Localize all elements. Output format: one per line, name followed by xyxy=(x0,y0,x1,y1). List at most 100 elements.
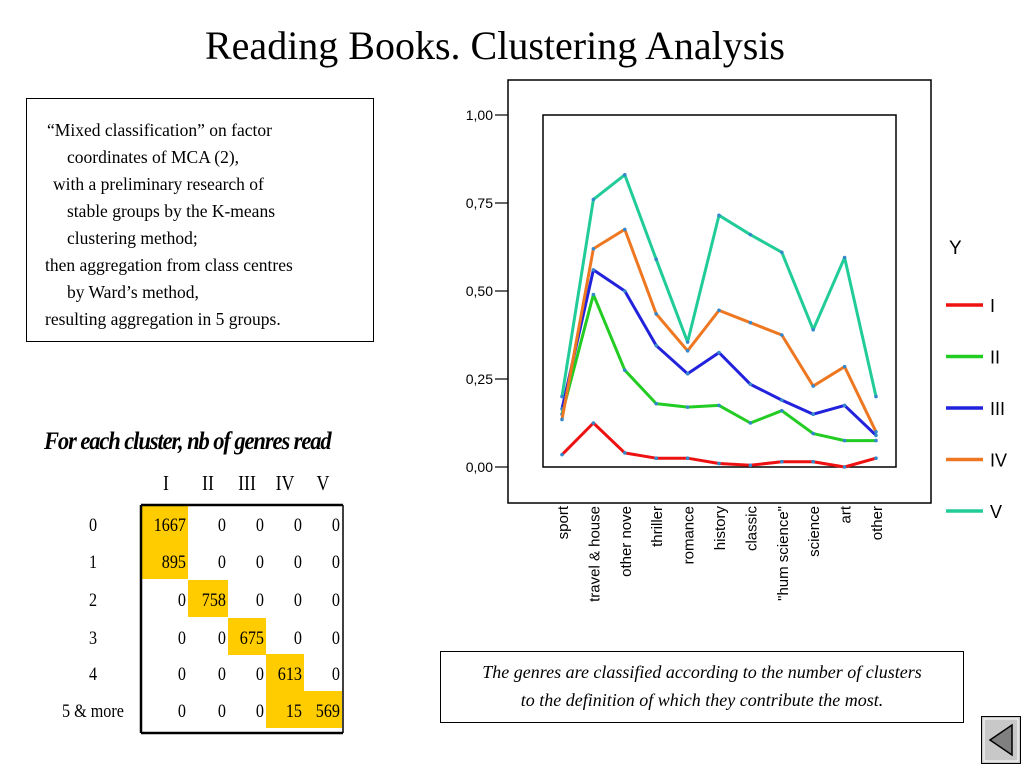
data-point xyxy=(842,255,847,260)
method-line: “Mixed classification” on factor xyxy=(47,120,272,140)
y-tick-label: 1,00 xyxy=(466,107,493,123)
y-tick-label: 0,75 xyxy=(466,195,493,211)
data-point xyxy=(623,289,627,293)
table-cell: 0 xyxy=(294,514,302,536)
data-point xyxy=(685,405,690,409)
highlight-cell xyxy=(266,654,304,691)
data-point xyxy=(560,417,564,422)
data-point xyxy=(780,333,784,337)
data-point xyxy=(748,232,753,237)
method-line: with a preliminary research of xyxy=(53,174,264,194)
table-cell: 613 xyxy=(278,663,302,685)
table-cell: 0 xyxy=(332,589,340,611)
data-point xyxy=(685,340,690,344)
data-point xyxy=(717,213,721,218)
table-cell: 895 xyxy=(162,551,186,573)
x-tick-label: classic xyxy=(743,506,760,552)
method-line: coordinates of MCA (2), xyxy=(67,147,240,167)
data-point xyxy=(717,403,721,408)
column-header: IV xyxy=(276,473,295,496)
data-point xyxy=(623,227,627,232)
slide-title: Reading Books. Clustering Analysis xyxy=(205,23,785,68)
data-point xyxy=(591,292,596,297)
table-cell: 0 xyxy=(178,663,186,685)
data-point xyxy=(717,350,721,355)
table-cell: 0 xyxy=(218,551,226,573)
data-point xyxy=(717,308,721,313)
column-header: V xyxy=(317,473,330,496)
legend-label-III: III xyxy=(990,399,1005,419)
column-header: II xyxy=(202,473,214,496)
data-point xyxy=(842,438,847,443)
data-point xyxy=(560,394,564,399)
method-line: clustering method; xyxy=(67,228,198,248)
table-cell: 0 xyxy=(256,700,264,722)
data-point xyxy=(842,465,847,469)
column-header: I xyxy=(163,473,169,496)
data-point xyxy=(842,364,847,369)
x-tick-label: travel & house xyxy=(586,506,603,602)
table-cell: 0 xyxy=(256,589,264,611)
x-tick-label: other xyxy=(869,506,886,540)
table-cell: 15 xyxy=(286,700,302,722)
row-label: 5 & more xyxy=(62,700,124,722)
data-point xyxy=(717,461,721,466)
row-label: 3 xyxy=(89,627,97,649)
x-tick-label: history xyxy=(712,506,729,551)
data-point xyxy=(654,456,658,461)
highlight-cell xyxy=(188,580,228,617)
y-tick-label: 0,25 xyxy=(466,371,493,387)
table-cell: 0 xyxy=(332,627,340,649)
x-tick-label: sport xyxy=(555,505,572,539)
table-cell: 0 xyxy=(256,663,264,685)
row-label: 1 xyxy=(89,551,97,573)
row-label: 4 xyxy=(89,663,97,685)
legend-label-I: I xyxy=(990,296,995,316)
x-tick-label: "hum science" xyxy=(775,506,792,601)
back-button[interactable] xyxy=(981,716,1021,764)
cluster-table-title: For each cluster, nb of genres read xyxy=(44,428,332,455)
cluster-table: I II III IV V0 1667 0 0 0 01 895 0 0 0 02 0 758 0 0 03 0 0 675… xyxy=(62,473,344,735)
data-point xyxy=(654,343,658,348)
highlight-cell xyxy=(304,691,342,728)
data-point xyxy=(874,394,878,399)
data-point xyxy=(842,403,847,408)
highlight-cell xyxy=(228,618,266,655)
data-point xyxy=(780,408,784,413)
table-cell: 0 xyxy=(294,627,302,649)
x-tick-label: science xyxy=(806,506,823,557)
table-cell: 0 xyxy=(218,700,226,722)
plot-area-frame xyxy=(542,114,897,468)
data-point xyxy=(623,173,627,177)
highlight-cell xyxy=(141,505,188,542)
data-point xyxy=(811,327,815,332)
y-tick-label: 0,50 xyxy=(466,283,493,299)
method-line: by Ward’s method, xyxy=(67,282,199,302)
legend-label-IV: IV xyxy=(990,451,1007,471)
column-header: III xyxy=(238,473,256,496)
data-point xyxy=(811,412,815,417)
data-point xyxy=(623,368,627,373)
highlight-cell xyxy=(141,542,188,579)
highlight-cell xyxy=(266,691,304,728)
data-point xyxy=(748,382,753,387)
table-cell: 0 xyxy=(332,551,340,573)
data-point xyxy=(780,459,784,464)
table-cell: 0 xyxy=(218,663,226,685)
note-box: The genres are classified according to t… xyxy=(440,651,964,723)
table-cell: 0 xyxy=(178,627,186,649)
table-cell: 1667 xyxy=(154,514,186,536)
data-point xyxy=(685,349,690,353)
genre-cluster-line-chart: 0,00 0,25 0,50 0,75 1,00 sport travel & house o… xyxy=(466,79,1007,602)
table-cell: 0 xyxy=(256,514,264,536)
data-point xyxy=(591,197,596,202)
data-point xyxy=(591,268,596,272)
row-label: 2 xyxy=(89,589,97,611)
data-point xyxy=(811,459,815,464)
method-description-box: “Mixed classification” on factor coordin… xyxy=(26,98,374,342)
data-point xyxy=(780,398,784,402)
table-cell: 675 xyxy=(240,627,264,649)
data-point xyxy=(874,433,878,438)
data-point xyxy=(874,456,878,461)
table-cell: 0 xyxy=(332,514,340,536)
